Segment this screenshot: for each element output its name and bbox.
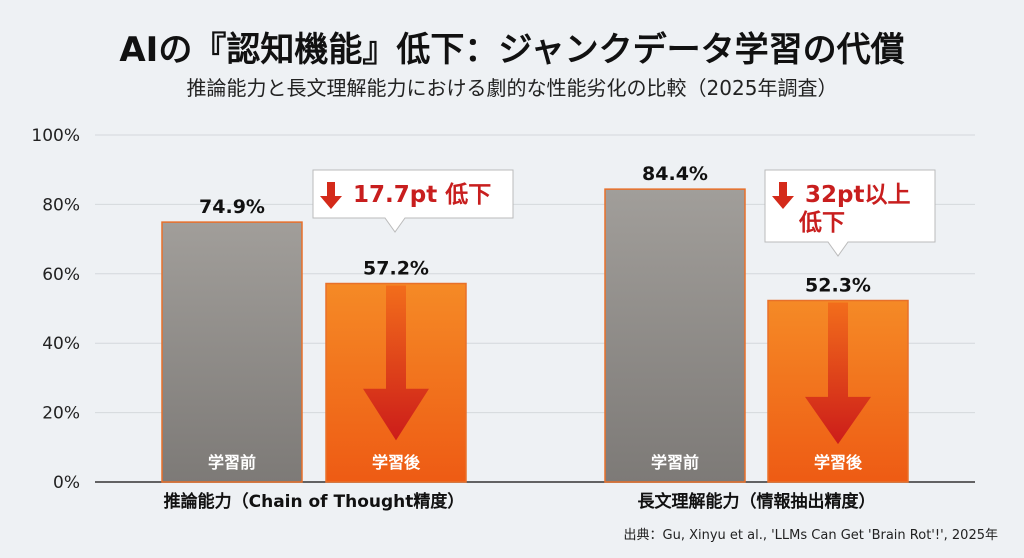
bar-series-label: 学習前 (208, 453, 256, 472)
y-tick-label: 0% (53, 473, 80, 493)
callout-box (312, 169, 514, 233)
bar-series-label: 学習後 (814, 453, 863, 472)
category-label: 推論能力（Chain of Thought精度） (164, 491, 465, 512)
bar-series-label: 学習前 (651, 453, 699, 472)
bar-series-label: 学習後 (372, 453, 421, 472)
value-label: 84.4% (642, 163, 708, 185)
source-note: 出典：Gu, Xinyu et al., 'LLMs Can Get 'Brai… (623, 528, 999, 543)
callout-box (764, 169, 936, 257)
y-tick-label: 60% (42, 265, 80, 285)
down-arrow-icon (805, 302, 871, 445)
value-label: 57.2% (363, 258, 429, 280)
y-tick-label: 100% (31, 126, 80, 146)
callout-text: 低下 (798, 210, 845, 236)
value-label: 52.3% (805, 275, 871, 297)
category-label: 長文理解能力（情報抽出精度） (638, 491, 876, 512)
bar-before (161, 221, 303, 483)
chart-title: AIの『認知機能』低下：ジャンクデータ学習の代償 (119, 30, 905, 70)
y-tick-label: 40% (42, 334, 80, 354)
y-tick-label: 80% (42, 195, 80, 215)
down-arrow-icon (772, 182, 794, 209)
down-arrow-icon (320, 182, 342, 209)
bar-before (604, 188, 746, 483)
callout-text: 32pt以上 (805, 182, 910, 208)
value-label: 74.9% (199, 196, 265, 218)
y-tick-label: 20% (42, 404, 80, 424)
down-arrow-icon (363, 285, 429, 441)
chart-subtitle: 推論能力と長文理解能力における劇的な性能劣化の比較（2025年調査） (186, 76, 838, 100)
callout-text: 17.7pt 低下 (353, 182, 491, 208)
